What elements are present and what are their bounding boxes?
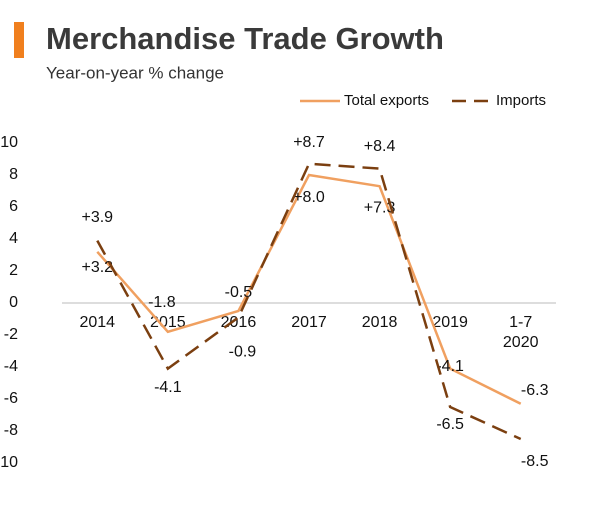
series-line <box>96 173 522 405</box>
data-label: +8.7 <box>293 134 325 151</box>
x-tick-label: 2016 <box>220 314 257 331</box>
data-label: -4.1 <box>154 379 182 396</box>
data-label: -0.9 <box>229 344 257 361</box>
y-tick-label: -6 <box>4 390 18 407</box>
y-tick-label: -4 <box>4 358 18 375</box>
data-label: +8.4 <box>364 138 396 155</box>
data-label: -6.3 <box>521 382 549 399</box>
legend-label: Total exports <box>344 92 429 109</box>
chart-subtitle: Year-on-year % change <box>46 63 224 82</box>
x-tick-label: 2017 <box>291 314 327 331</box>
y-tick-label: 2 <box>9 262 18 279</box>
x-tick-label: 2015 <box>150 314 186 331</box>
data-label: +3.2 <box>81 259 113 276</box>
chart-title: Merchandise Trade Growth <box>46 21 444 56</box>
data-label: +7.3 <box>364 199 396 216</box>
x-tick-label-box: 2019 <box>432 314 468 331</box>
x-tick-label-box: 2016 <box>220 314 257 331</box>
data-label: +8.0 <box>293 189 325 206</box>
y-tick-label: -2 <box>4 326 18 343</box>
y-tick-label: 0 <box>9 294 18 311</box>
data-label: -4.1 <box>436 358 464 375</box>
x-tick-label: 2018 <box>361 314 398 331</box>
series-line <box>96 162 522 441</box>
data-label: -0.5 <box>225 284 253 301</box>
data-label: +3.9 <box>81 209 113 226</box>
y-tick-label: 4 <box>9 230 18 247</box>
y-tick-label: -10 <box>0 454 18 471</box>
y-tick-label: 6 <box>9 198 18 215</box>
x-tick-label: 1-7 2020 <box>502 314 539 351</box>
x-tick-label: 2014 <box>79 314 116 331</box>
title-accent <box>14 22 24 58</box>
x-tick-label: 2019 <box>432 314 468 331</box>
x-tick-label-box: 1-7 2020 <box>502 314 539 351</box>
x-tick-label-box: 2015 <box>150 314 186 331</box>
y-tick-label: 8 <box>9 166 18 183</box>
data-label: -6.5 <box>436 416 464 433</box>
x-tick-label-box: 2018 <box>361 314 398 331</box>
data-label: -1.8 <box>148 294 176 311</box>
legend-label: Imports <box>496 92 546 109</box>
y-tick-label: 10 <box>0 134 18 151</box>
data-label: -8.5 <box>521 453 549 470</box>
x-tick-label-box: 2017 <box>291 314 327 331</box>
x-tick-label-box: 2014 <box>79 314 116 331</box>
y-tick-label: -8 <box>4 422 18 439</box>
